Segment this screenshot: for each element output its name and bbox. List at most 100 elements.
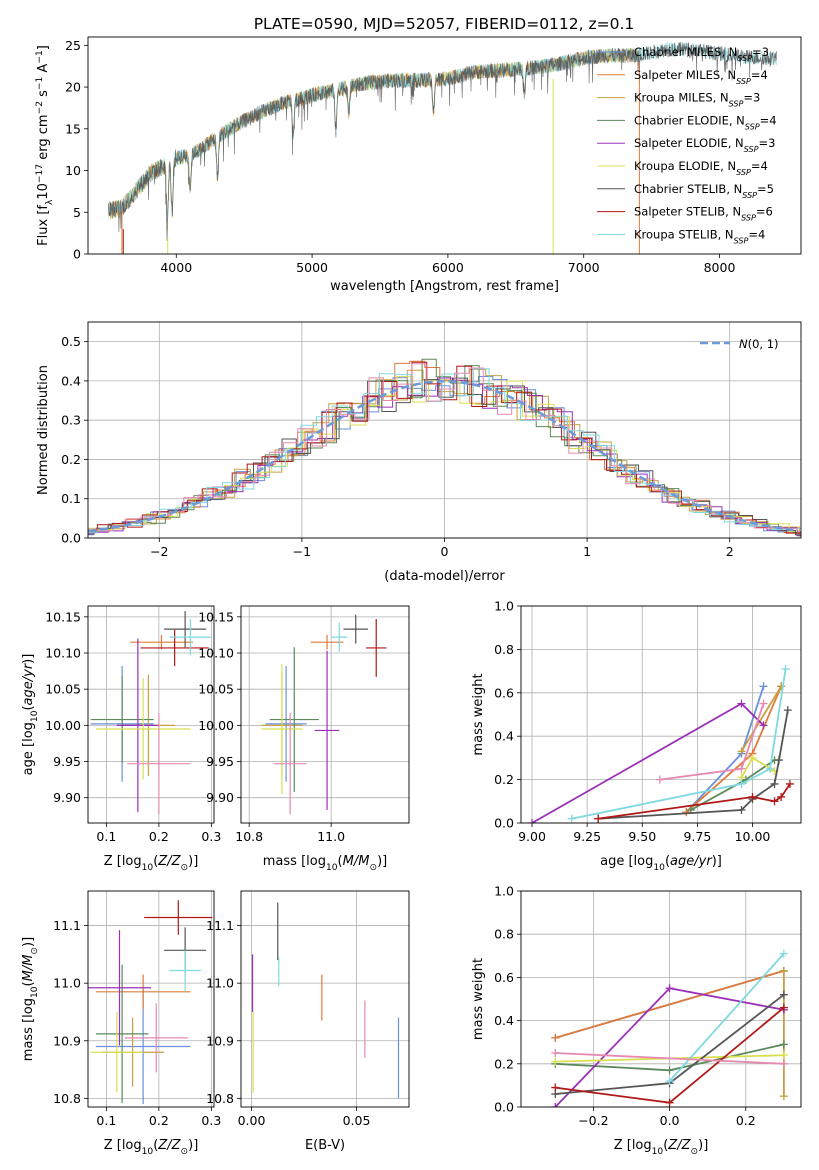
x-tick-label: 10.00 [735,829,771,844]
weight-series [685,685,783,813]
panel-mass_vs_Z: 0.1 0.2 0.3 10.8 10.9 11.0 11.1 Z [log10(Z/Z⊙)]… [21,890,221,1157]
weight-marker [737,805,746,814]
legend-label: Salpeter STELIB, NSSP=6 [634,205,773,223]
plot-area-spectrum [108,42,777,254]
x-tick-label: 9.75 [683,829,711,844]
y-tick-label: 11.1 [206,918,234,933]
y-tick-label: 0.8 [494,927,514,942]
panel-age_vs_mass: 10.8 11.0 9.90 9.95 10.00 10.05 10.10 10.15 mass… [198,605,410,873]
x-axis-label: age [log10(age/yr)] [600,854,722,873]
weight-marker [770,797,779,806]
x-tick-label: 0.3 [201,829,221,844]
weight-marker [779,966,788,975]
legend-label: Kroupa ELODIE, NSSP=4 [634,159,768,177]
plot-area-weight_vs_Z [551,949,788,1107]
weight-marker [748,792,757,801]
weight-marker [770,779,779,788]
panel-residual_hist: −2 −1 0 1 2 0.0 0.1 0.2 0.3 0.4 0.5 (data-model)/er… [36,321,802,584]
weight-marker [759,699,768,708]
y-tick-label: 10.15 [198,609,234,624]
panel-mass_vs_ebv: 0.00 0.05 10.8 10.9 11.0 11.1 E(B-V) [206,890,410,1153]
y-tick-label: 0.5 [61,334,81,349]
panel-weight_vs_Z: −0.2 0.0 0.2 0.0 0.2 0.4 0.6 0.8 1.0 Z [log10(Z/Z… [471,884,802,1157]
y-tick-label: 0.2 [494,772,514,787]
y-tick-label: 10.8 [206,1091,234,1106]
weight-marker [551,1049,560,1057]
y-tick-label: 10.05 [45,682,81,697]
legend: Chabrier MILES, NSSP=3 Salpeter MILES, NS… [597,45,777,245]
legend-label: Chabrier MILES, NSSP=3 [634,45,769,63]
axes-frame [240,890,410,1108]
y-axis-label: mass weight [471,673,486,755]
normal-curve [88,380,799,533]
weight-marker [759,721,768,730]
spectrum-line [108,48,639,224]
histogram-series [88,363,801,532]
weight-marker [737,747,746,756]
legend-label: Chabrier ELODIE, NSSP=4 [634,113,777,130]
y-tick-label: 10.8 [53,1091,81,1106]
y-tick-label: 0.0 [494,816,514,831]
weight-marker [551,1103,560,1107]
y-tick-label: 11.1 [53,918,81,933]
weight-marker [551,1033,560,1042]
legend-label: Salpeter ELODIE, NSSP=3 [634,136,775,154]
x-tick-label: 0.2 [149,1113,169,1128]
y-axis-label: mass weight [471,958,486,1040]
y-tick-label: 0.8 [494,642,514,657]
x-tick-label: 11.0 [317,829,345,844]
plot-area-residual_hist [88,358,801,537]
weight-marker [779,1003,788,1012]
y-tick-label: 10.15 [45,609,81,624]
weight-marker [737,764,746,773]
y-tick-label: 9.95 [206,754,234,769]
x-tick-label: 10.8 [235,829,263,844]
weight-marker [748,753,757,762]
x-tick-label: 0.1 [96,829,116,844]
panel-spectrum: 4000 5000 6000 7000 8000 0 5 10 15 20 25 wavelength… [35,36,802,294]
x-axis-label: wavelength [Angstrom, rest frame] [330,279,559,294]
weight-marker [528,819,537,823]
weight-marker [594,814,603,823]
weight-marker [779,1051,788,1060]
weight-marker [665,1077,674,1086]
y-tick-label: 0.4 [494,729,514,744]
plot-area-mass_vs_ebv [251,902,400,1099]
y-tick-label: 10.00 [198,718,234,733]
legend-label: N(0, 1) [739,337,779,351]
weight-marker [785,779,794,788]
weight-marker [682,808,691,817]
y-tick-label: 0.4 [494,1013,514,1028]
x-tick-label: 0.05 [343,1113,371,1128]
x-tick-label: 0.1 [96,1113,116,1128]
weight-marker [567,814,576,823]
weight-series [555,970,785,1039]
plot-area-age_vs_Z [90,611,212,815]
weight-marker [779,1040,788,1049]
axes-frame [520,890,802,1108]
weight-marker [737,699,746,708]
y-tick-label: 9.90 [53,790,81,805]
y-tick-label: 0 [73,247,81,262]
y-tick-label: 5 [73,205,81,220]
y-tick-label: 9.90 [206,790,234,805]
plot-area-weight_vs_age [528,664,794,823]
legend-label: Kroupa MILES, NSSP=3 [634,91,760,109]
panel-age_vs_Z: 0.1 0.2 0.3 9.90 9.95 10.00 10.05 10.10 10.15 Z [… [21,605,221,873]
x-tick-label: 6000 [432,260,464,275]
x-tick-label: −0.2 [578,1113,608,1128]
x-tick-label: 0 [441,544,449,559]
y-axis-label: age [log10(age/yr)] [21,654,40,776]
y-axis-label: Normed distribution [36,365,51,495]
x-tick-label: 0.2 [149,829,169,844]
legend-label: Salpeter MILES, NSSP=4 [634,68,768,86]
y-tick-label: 10.00 [45,718,81,733]
y-axis-label: mass [log10(M/M⊙)] [21,937,40,1061]
weight-marker [766,764,775,773]
weight-series [740,685,782,752]
y-tick-label: 9.95 [53,754,81,769]
axes-frame [240,605,410,824]
y-tick-label: 10.9 [53,1033,81,1048]
y-tick-label: 0.0 [494,1100,514,1115]
